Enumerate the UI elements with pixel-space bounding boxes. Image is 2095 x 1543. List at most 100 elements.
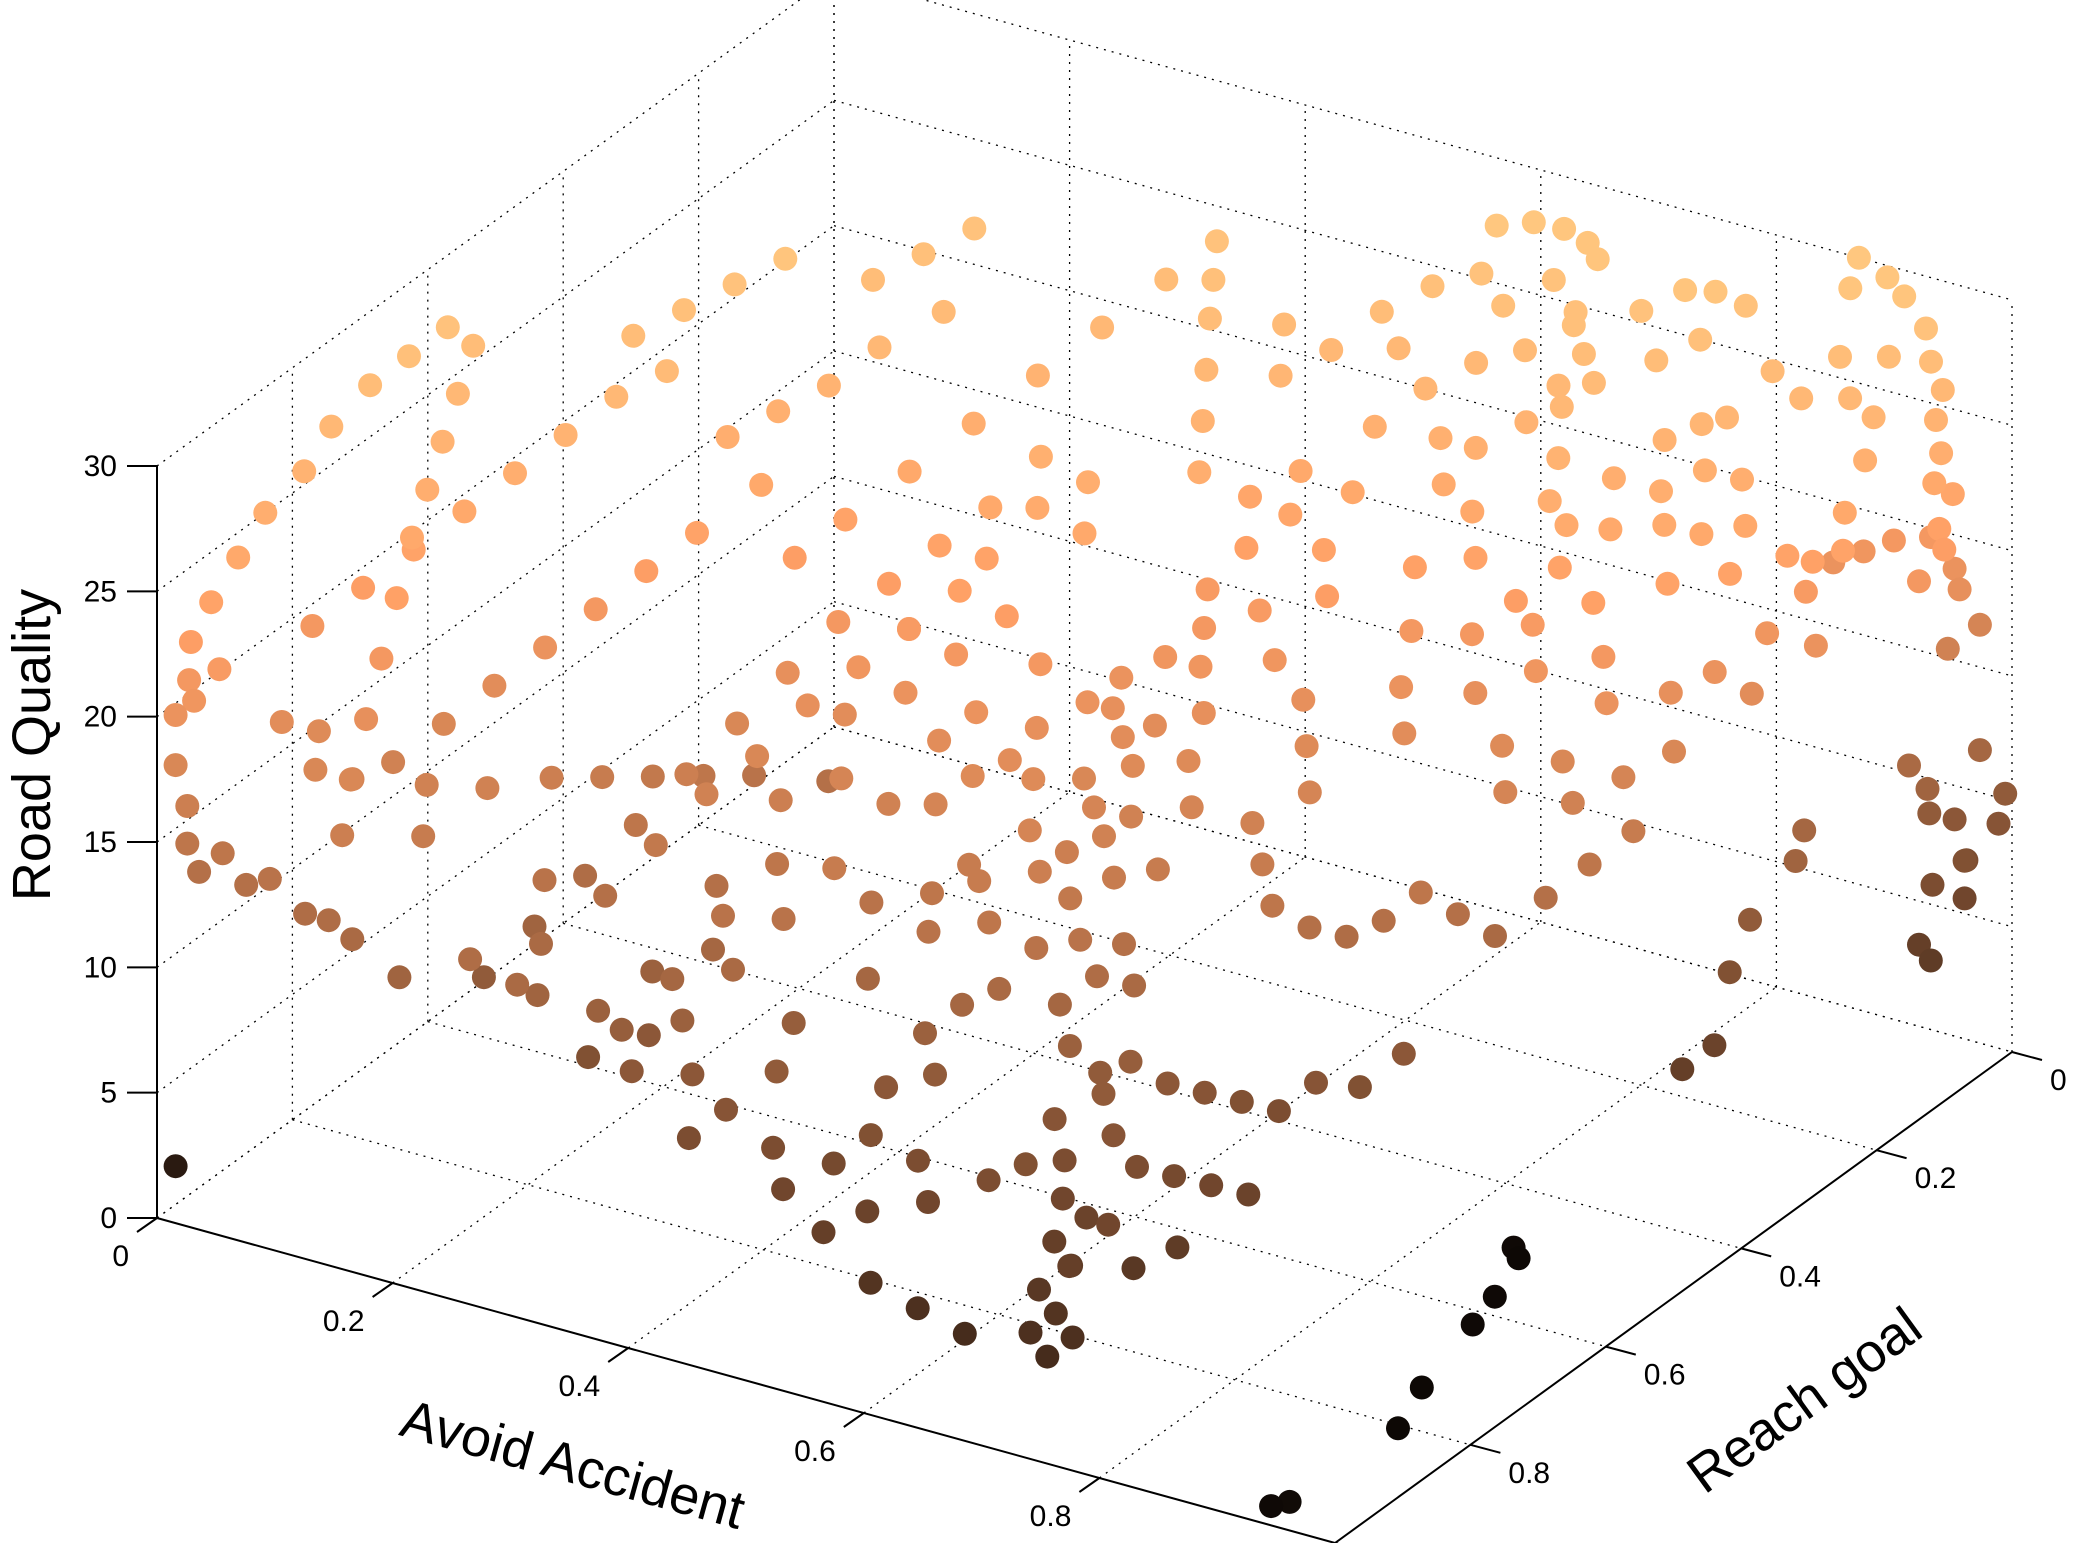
scatter-point [1514, 410, 1539, 435]
scatter-point [905, 1296, 930, 1321]
scatter-point [1876, 344, 1901, 369]
scatter-point [927, 533, 952, 558]
scatter-point [1075, 690, 1100, 715]
scatter-point [1482, 1284, 1507, 1309]
x-tick-label: 0.4 [558, 1370, 600, 1403]
scatter-point [1658, 680, 1683, 705]
scatter-point [1190, 409, 1215, 433]
scatter-point [1491, 293, 1516, 318]
scatter-point [1362, 414, 1387, 439]
scatter-point [1247, 598, 1272, 623]
scatter-point [715, 425, 740, 449]
scatter-point [833, 507, 858, 532]
scatter-point [1793, 579, 1818, 604]
scatter-point [1153, 645, 1178, 669]
scatter-point [765, 852, 790, 876]
scatter-point [1120, 753, 1145, 778]
scatter-point [1585, 247, 1610, 272]
scatter-point [1197, 306, 1222, 331]
scatter-point [749, 472, 774, 497]
scatter-point [931, 299, 956, 324]
z-axis-title: Road Quality [2, 589, 62, 901]
x-tick-label: 0.2 [323, 1305, 365, 1338]
scatter-point [1234, 535, 1259, 560]
scatter-point [1952, 848, 1977, 873]
scatter-point [694, 782, 719, 807]
scatter-point [781, 1011, 806, 1035]
scatter-point [964, 700, 989, 725]
y-tick-label: 0.4 [1779, 1260, 1821, 1293]
x-tick-mark [607, 1347, 629, 1363]
scatter-point [962, 216, 987, 241]
scatter-point [1050, 1186, 1075, 1211]
scatter-point [1085, 964, 1109, 989]
scatter-point [775, 660, 800, 685]
scatter-point [1892, 284, 1917, 309]
scatter-point [1881, 528, 1906, 553]
scatter-point [832, 702, 857, 727]
scatter-point [1484, 213, 1509, 238]
scatter-point [1334, 924, 1359, 949]
y-tick-label: 0.6 [1644, 1359, 1686, 1392]
scatter-point [1546, 373, 1571, 398]
scatter-point [604, 384, 629, 409]
scatter-point [906, 1148, 930, 1173]
scatter-point [725, 711, 750, 736]
scatter-point [177, 668, 202, 693]
scatter-point [916, 1190, 940, 1214]
scatter-point [1920, 872, 1945, 897]
x-tick-mark [843, 1412, 865, 1428]
y-tick-label: 0.2 [1915, 1162, 1957, 1195]
scatter-point [742, 763, 767, 788]
scatter-point [1463, 435, 1488, 460]
scatter-point [210, 841, 235, 866]
scatter-point [1192, 1080, 1217, 1105]
scatter-point [1546, 446, 1571, 471]
scatter-point [1035, 1344, 1060, 1369]
scatter-point [1091, 1081, 1116, 1106]
scatter-point [1291, 687, 1316, 712]
scatter-point [381, 750, 406, 775]
scatter-point [163, 753, 188, 778]
left-wall-gridline-z [156, 726, 835, 1219]
left-wall-gridline-z [156, 350, 835, 843]
scatter-point [1110, 725, 1135, 750]
scatter-point [680, 1062, 705, 1087]
scatter-point [1024, 936, 1049, 960]
scatter-point [640, 959, 665, 984]
scatter-point [458, 947, 483, 972]
scatter-point [976, 1168, 1001, 1193]
scatter-point [1861, 405, 1886, 430]
scatter-point [1460, 622, 1484, 647]
grid-layer [156, 0, 2013, 1543]
scatter-point [1392, 721, 1417, 746]
scatter-point [670, 1008, 695, 1033]
scatter-point [354, 707, 379, 732]
scatter-point [1533, 885, 1558, 910]
scatter-point [1122, 973, 1147, 998]
scatter-point [1463, 681, 1488, 705]
scatter-point [1927, 516, 1952, 541]
scatter-point [1068, 927, 1093, 952]
scatter-point [1118, 1049, 1143, 1074]
scatter-point [1145, 857, 1170, 882]
scatter-point [1730, 467, 1754, 492]
scatter-point [877, 571, 901, 596]
scatter-point [1483, 924, 1507, 948]
left-wall-gridline-z [156, 225, 835, 718]
scatter-point [1917, 801, 1942, 826]
scatter-point [1025, 495, 1050, 520]
scatter-point [431, 711, 456, 736]
floor-gridline-x [392, 791, 1070, 1284]
scatter-point [475, 776, 500, 801]
scatter-point [829, 766, 854, 791]
scatter-point [1155, 1071, 1180, 1096]
scatter-point [952, 1321, 977, 1346]
scatter-point [1846, 245, 1871, 270]
scatter-point [1924, 408, 1948, 432]
scatter-point [913, 1021, 937, 1046]
scatter-point [340, 927, 365, 952]
scatter-point [1792, 818, 1817, 843]
scatter-point [1463, 545, 1488, 570]
